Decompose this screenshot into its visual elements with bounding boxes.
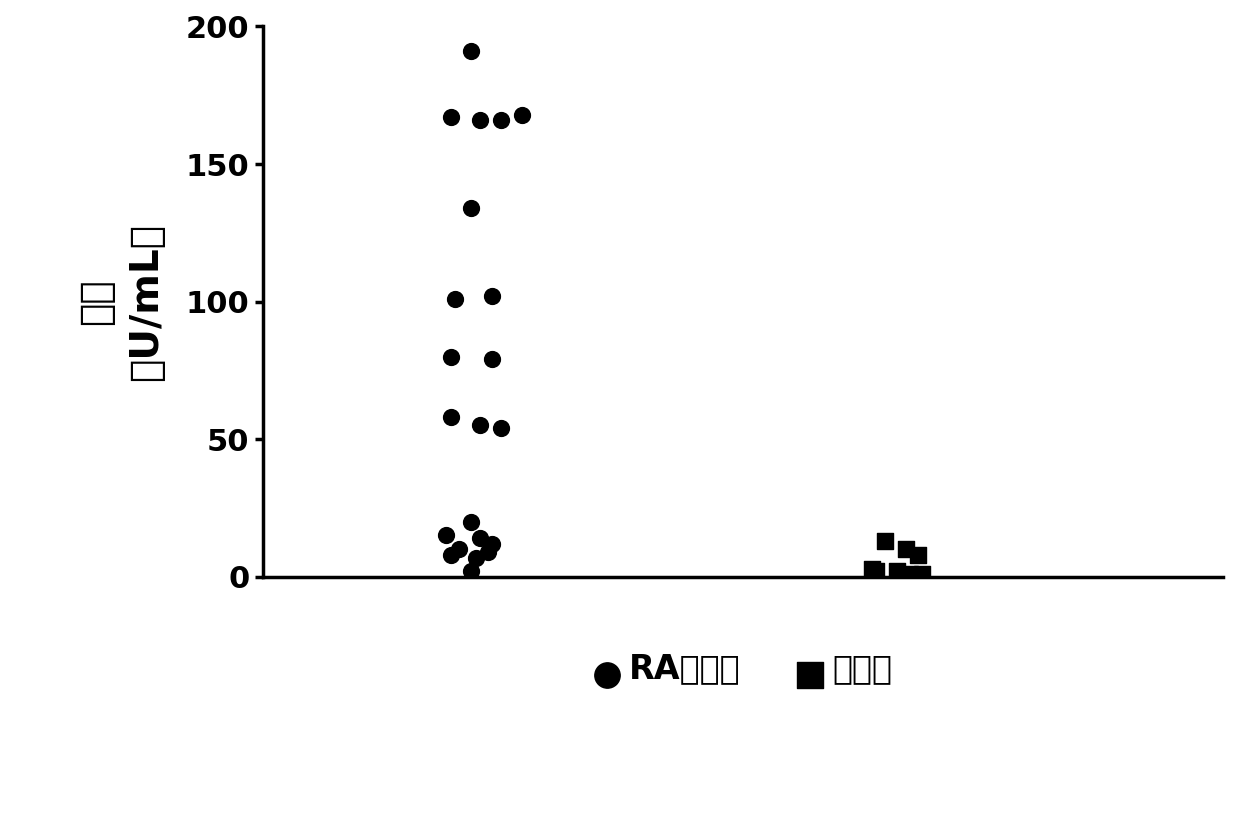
- RA样本组: [490, 421, 510, 435]
- RA样本组: [441, 548, 461, 561]
- Y-axis label: 浓度
（U/mL）: 浓度 （U/mL）: [77, 222, 165, 381]
- RA样本组: [483, 353, 503, 366]
- RA样本组: [462, 565, 482, 578]
- RA样本组: [441, 111, 461, 124]
- RA样本组: [470, 114, 490, 127]
- RA样本组: [490, 114, 510, 127]
- 对照组: [875, 534, 895, 547]
- 对照组: [888, 565, 907, 578]
- RA样本组: [483, 537, 503, 551]
- RA样本组: [441, 350, 461, 363]
- RA样本组: [462, 515, 482, 528]
- RA样本组: [483, 290, 503, 303]
- 对照组: [867, 565, 886, 578]
- RA样本组: [449, 542, 469, 556]
- RA样本组: [462, 202, 482, 215]
- RA样本组: [465, 551, 485, 564]
- Legend: RA样本组, 对照组: RA样本组, 对照组: [588, 647, 898, 690]
- RA样本组: [462, 44, 482, 58]
- RA样本组: [470, 419, 490, 432]
- RA样本组: [444, 292, 464, 305]
- 对照组: [896, 542, 916, 556]
- 对照组: [863, 562, 883, 575]
- 对照组: [900, 567, 920, 580]
- 对照组: [909, 548, 928, 561]
- 对照组: [912, 567, 932, 580]
- RA样本组: [511, 108, 531, 121]
- RA样本组: [478, 546, 498, 559]
- RA样本组: [437, 529, 457, 542]
- RA样本组: [441, 411, 461, 424]
- RA样本组: [470, 532, 490, 545]
